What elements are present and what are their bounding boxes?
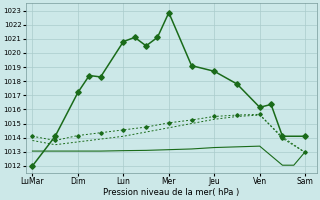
X-axis label: Pression niveau de la mer( hPa ): Pression niveau de la mer( hPa ) — [103, 188, 239, 197]
